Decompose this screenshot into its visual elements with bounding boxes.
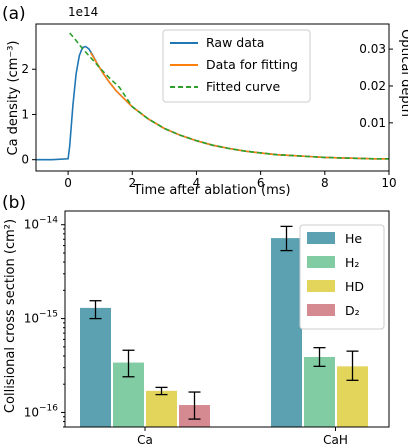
x-tick-label: 6	[257, 176, 265, 190]
panel-a: (a) 1e14 0 2 4 6 8 10 0 1 2 0.01 0.02 0.03 Time a…	[2, 4, 408, 198]
x-tick-label: 0	[64, 176, 72, 190]
legend-data-for-fitting-label: Data for fitting	[206, 57, 298, 72]
panel-a-right-y-ticks: 0.01 0.02 0.03	[359, 42, 393, 130]
right-y-tick-label: 0.03	[359, 42, 386, 56]
panel-b-y-label: Collisional cross section (cm²)	[3, 219, 18, 413]
legend-label-d2: D₂	[345, 303, 360, 318]
bar-cah-he	[271, 238, 302, 427]
y-tick-label: 1	[21, 107, 29, 121]
x-tick-label: 2	[128, 176, 136, 190]
panel-b-bars	[80, 225, 368, 427]
legend-frame	[162, 29, 311, 103]
y-tick-label: 10−15	[24, 310, 58, 326]
panel-a-plot	[36, 32, 389, 161]
bar-cah-h2	[304, 356, 335, 427]
legend-swatch-h2	[307, 256, 335, 268]
y-tick-label: 0	[21, 153, 29, 167]
panel-a-right-y-label: Optical depth	[398, 29, 408, 117]
legend-swatch-he	[307, 232, 335, 244]
panel-a-label: (a)	[2, 4, 26, 24]
legend-label-h2: H₂	[345, 255, 359, 270]
panel-a-y-ticks: 0 1 2	[21, 62, 36, 167]
legend-swatch-d2	[307, 304, 335, 316]
panel-b-x-ticks: Ca CaH	[137, 427, 348, 445]
legend-swatch-hd	[307, 280, 335, 292]
y-tick-label: 10−16	[24, 403, 59, 419]
x-tick-label: 8	[321, 176, 329, 190]
panel-b-legend: He H₂ HD D₂	[299, 224, 385, 330]
panel-a-frame	[35, 23, 390, 172]
panel-b-y-ticks: 10−16 10−15 10−14	[24, 216, 65, 428]
x-tick-label: 10	[381, 176, 396, 190]
right-y-tick-label: 0.01	[359, 116, 386, 130]
series-line-fitted-curve	[69, 32, 389, 160]
x-tick-label-cah: CaH	[323, 433, 348, 445]
panel-b-label: (b)	[2, 193, 26, 213]
legend-fitted-curve-label: Fitted curve	[206, 79, 280, 94]
legend-raw-data-label: Raw data	[206, 35, 264, 50]
x-tick-label-ca: Ca	[137, 433, 153, 445]
y-tick-label: 10−14	[24, 216, 59, 232]
y-offset-text: 1e14	[68, 5, 98, 19]
bar-ca-hd	[146, 390, 177, 427]
y-tick-label: 2	[21, 62, 29, 76]
right-y-tick-label: 0.02	[359, 79, 386, 93]
panel-a-y-label: Ca density (cm⁻³)	[6, 40, 21, 155]
panel-b: (b) 10−16 10−15 10−14 Ca CaH Collisional cr…	[2, 193, 390, 445]
legend-label-hd: HD	[345, 279, 364, 294]
legend-frame	[299, 224, 385, 330]
bar-ca-he	[80, 307, 111, 427]
panel-a-x-ticks: 0 2 4 6 8 10	[64, 171, 397, 190]
legend-label-he: He	[345, 231, 362, 246]
panel-a-x-label: Time after ablation (ms)	[132, 183, 290, 198]
x-tick-label: 4	[193, 176, 201, 190]
panel-a-legend: Raw data Data for fitting Fitted curve	[162, 29, 311, 103]
